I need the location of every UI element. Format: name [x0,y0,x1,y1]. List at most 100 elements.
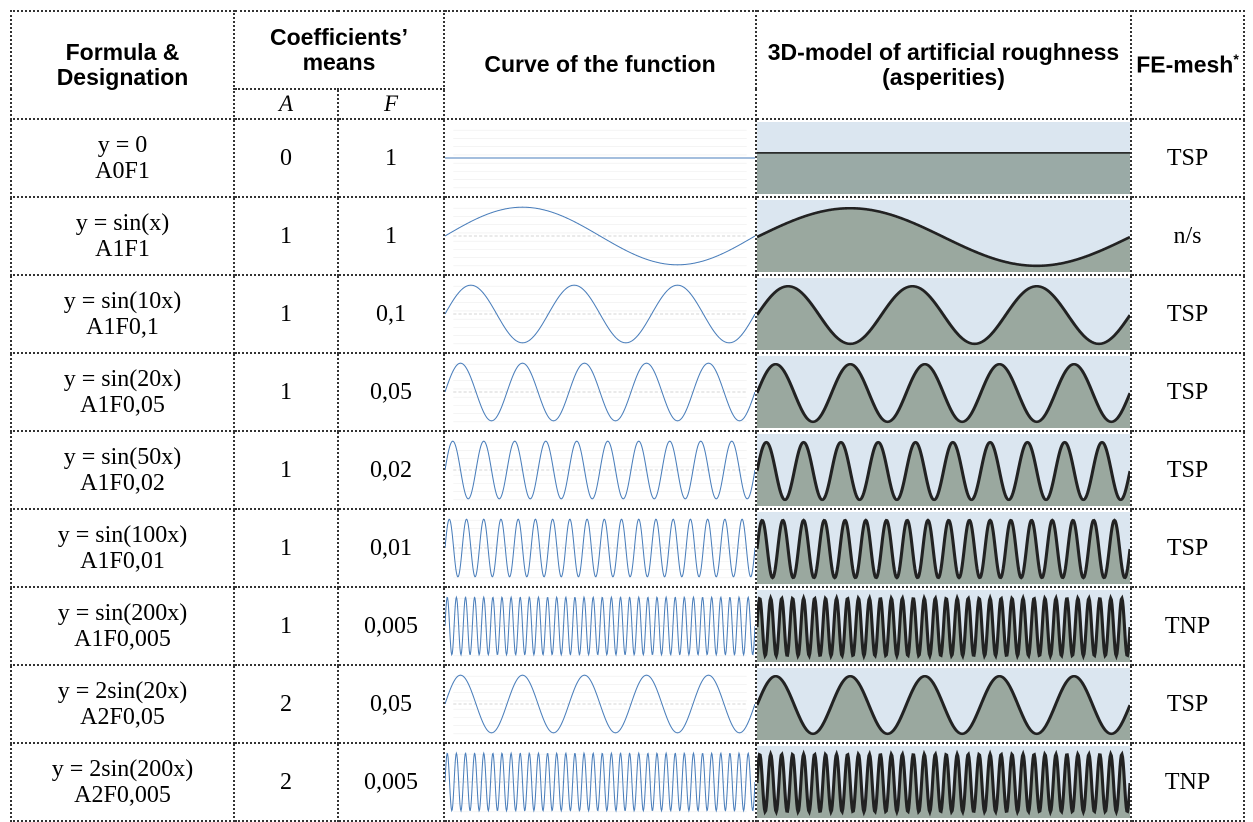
curve-plot [445,200,755,272]
coef-a: 1 [234,275,338,353]
curve-plot [445,746,755,818]
curve-plot [445,590,755,662]
coef-f: 0,05 [338,665,444,743]
coef-a: 1 [234,197,338,275]
coef-a: 0 [234,119,338,197]
mesh: TSP [1131,431,1244,509]
coef-a: 1 [234,353,338,431]
model-cell [756,509,1131,587]
model-cell [756,197,1131,275]
roughness-table: Formula &Designation Coefficients’ means… [10,10,1245,822]
mesh: TSP [1131,275,1244,353]
model-image [757,746,1130,818]
model-image [757,512,1130,584]
designation: A1F0,1 [12,314,233,340]
table-row: y = sin(50x)A1F0,0210,02 TSP [11,431,1244,509]
designation: A1F0,01 [12,548,233,574]
coef-f: 0,05 [338,353,444,431]
model-image [757,434,1130,506]
coef-a: 1 [234,587,338,665]
curve-cell [444,275,756,353]
formula: y = sin(10x) [12,288,233,314]
mesh: TNP [1131,743,1244,821]
formula-cell: y = sin(10x)A1F0,1 [11,275,234,353]
formula-cell: y = sin(200x)A1F0,005 [11,587,234,665]
header-text: FE-mesh [1136,52,1233,78]
model-image [757,668,1130,740]
coef-f: 1 [338,197,444,275]
mesh: n/s [1131,197,1244,275]
formula: y = sin(x) [12,210,233,236]
coef-f: 0,1 [338,275,444,353]
header-formula: Formula &Designation [11,11,234,119]
designation: A0F1 [12,158,233,184]
model-cell [756,743,1131,821]
coef-a: 1 [234,431,338,509]
mesh: TSP [1131,665,1244,743]
formula: y = sin(200x) [12,600,233,626]
curve-cell [444,665,756,743]
model-cell [756,119,1131,197]
formula: y = sin(50x) [12,444,233,470]
designation: A2F0,005 [12,782,233,808]
curve-cell [444,509,756,587]
designation: A1F0,05 [12,392,233,418]
coef-f: 0,005 [338,743,444,821]
formula: y = sin(100x) [12,522,233,548]
curve-plot [445,512,755,584]
mesh: TSP [1131,353,1244,431]
curve-plot [445,434,755,506]
formula: y = 0 [12,132,233,158]
curve-plot [445,668,755,740]
header-curve: Curve of the function [444,11,756,119]
header-coefficients: Coefficients’ means [234,11,444,89]
header-a: A [234,89,338,119]
footnote-mark: * [1233,51,1238,67]
model-cell [756,587,1131,665]
coef-f: 0,005 [338,587,444,665]
model-cell [756,431,1131,509]
designation: A1F0,02 [12,470,233,496]
model-image [757,122,1130,194]
mesh: TSP [1131,119,1244,197]
page: Formula &Designation Coefficients’ means… [0,0,1253,816]
coef-a: 1 [234,509,338,587]
designation: A1F0,005 [12,626,233,652]
curve-cell [444,431,756,509]
model-image [757,356,1130,428]
curve-plot [445,278,755,350]
model-cell [756,275,1131,353]
formula: y = 2sin(200x) [12,756,233,782]
formula: y = 2sin(20x) [12,678,233,704]
formula-cell: y = sin(x)A1F1 [11,197,234,275]
curve-cell [444,197,756,275]
curve-cell [444,353,756,431]
curve-cell [444,587,756,665]
curve-plot [445,356,755,428]
model-image [757,200,1130,272]
mesh: TSP [1131,509,1244,587]
formula: y = sin(20x) [12,366,233,392]
formula-cell: y = sin(100x)A1F0,01 [11,509,234,587]
formula-cell: y = sin(50x)A1F0,02 [11,431,234,509]
curve-cell [444,743,756,821]
curve-cell [444,119,756,197]
header-text: Formula & [12,40,233,65]
coef-f: 1 [338,119,444,197]
coef-a: 2 [234,743,338,821]
model-image [757,278,1130,350]
coef-a: 2 [234,665,338,743]
model-cell [756,353,1131,431]
header-mesh: FE-mesh* [1131,11,1244,119]
header-model: 3D-model of artificial roughness (asperi… [756,11,1131,119]
coef-f: 0,02 [338,431,444,509]
